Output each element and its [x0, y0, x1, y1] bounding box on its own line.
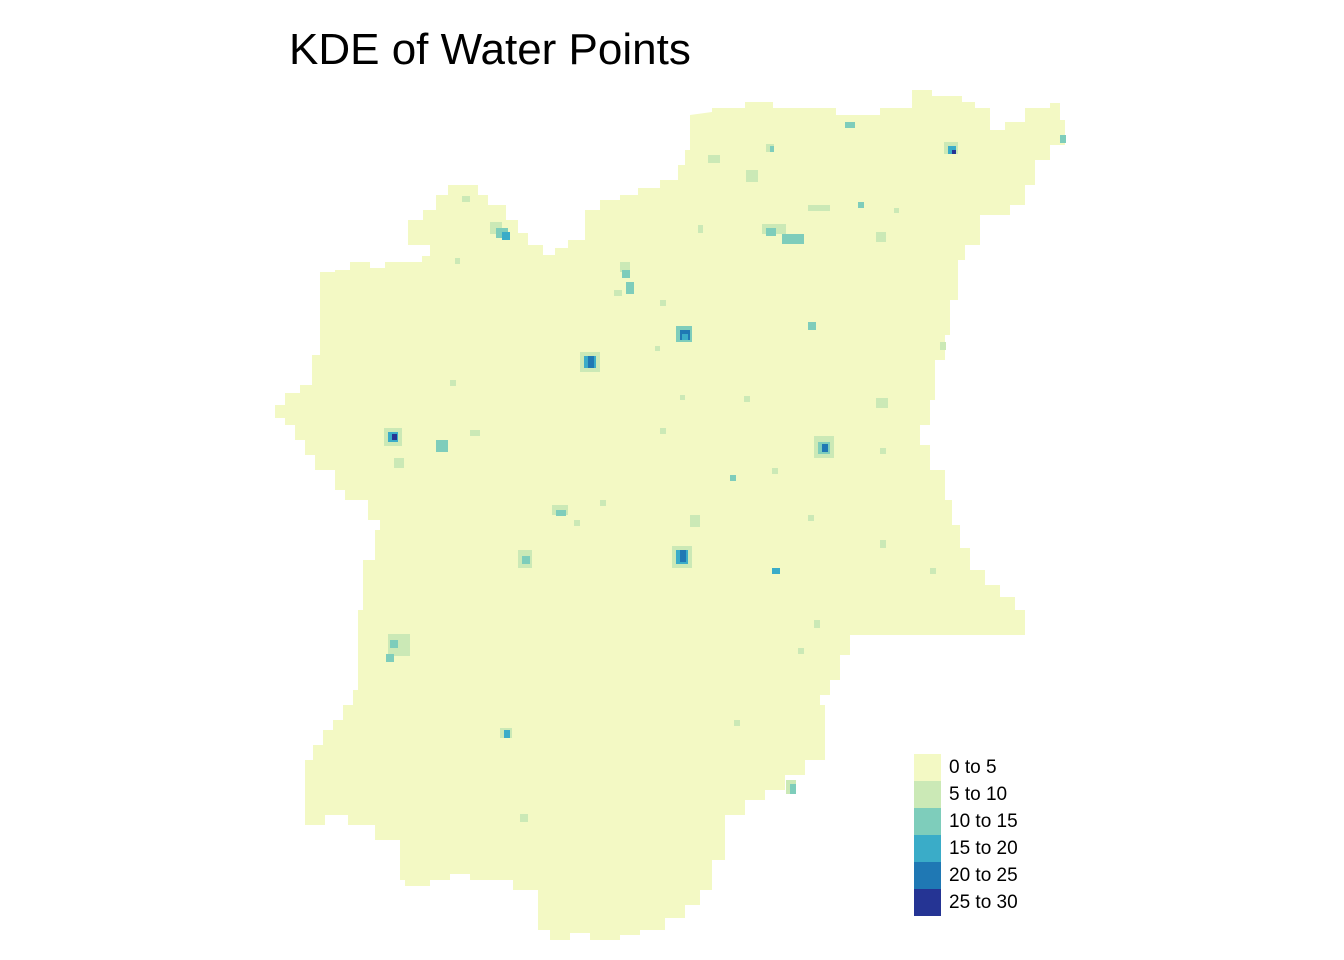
density-cell [845, 122, 855, 128]
legend: 0 to 5 5 to 10 10 to 15 15 to 20 20 to 2… [914, 754, 1018, 916]
legend-label: 25 to 30 [949, 891, 1018, 913]
legend-item: 0 to 5 [914, 754, 1018, 781]
legend-swatch [914, 808, 941, 835]
density-cell [620, 262, 630, 272]
legend-item: 25 to 30 [914, 889, 1018, 916]
legend-label: 15 to 20 [949, 837, 1018, 859]
legend-item: 5 to 10 [914, 781, 1018, 808]
density-cell [772, 568, 780, 574]
density-cell [734, 720, 740, 726]
density-cell [386, 654, 394, 662]
density-cell [682, 334, 688, 340]
density-cell [808, 205, 830, 211]
density-cell [470, 430, 480, 436]
density-cell [808, 515, 814, 521]
density-cell [808, 322, 816, 330]
density-cell [858, 202, 864, 208]
density-cell [876, 398, 888, 408]
density-cell [588, 356, 594, 368]
density-cell [394, 458, 404, 468]
density-cell [690, 515, 700, 527]
density-cell [770, 146, 774, 152]
density-cell [680, 395, 685, 400]
density-cell [894, 208, 899, 213]
legend-swatch [914, 754, 941, 781]
density-cell [520, 814, 528, 822]
density-cell [744, 396, 750, 402]
map-title: KDE of Water Points [289, 25, 691, 74]
density-cell [730, 475, 736, 481]
density-cell [455, 258, 460, 264]
density-cell [814, 620, 820, 628]
density-cell [522, 556, 530, 564]
density-cell [772, 468, 778, 474]
density-cell [880, 540, 886, 548]
density-cell [556, 510, 566, 516]
density-cell [614, 290, 622, 296]
legend-swatch [914, 862, 941, 889]
density-cell [626, 282, 634, 294]
density-cell [1060, 135, 1066, 143]
density-cell [698, 225, 703, 233]
density-cell [798, 648, 804, 654]
density-cell [622, 270, 630, 278]
density-cell [930, 568, 936, 574]
density-cell [782, 234, 804, 244]
density-cell [880, 448, 886, 454]
density-cell [660, 428, 666, 434]
legend-swatch [914, 835, 941, 862]
density-cell [940, 342, 946, 350]
density-cell [790, 784, 796, 794]
legend-label: 0 to 5 [949, 756, 997, 778]
density-cell [504, 730, 510, 738]
density-cell [708, 155, 720, 163]
density-cell [822, 444, 828, 452]
legend-label: 10 to 15 [949, 810, 1018, 832]
density-cell [746, 170, 758, 182]
legend-item: 10 to 15 [914, 808, 1018, 835]
density-cell [600, 500, 606, 506]
density-cell [680, 550, 686, 562]
study-area-region [275, 90, 1065, 940]
legend-item: 20 to 25 [914, 862, 1018, 889]
density-hotspots [384, 122, 1066, 822]
density-cell [655, 346, 660, 351]
density-cell [660, 300, 666, 306]
density-cell [876, 232, 886, 242]
density-cell [574, 520, 580, 526]
density-cell [462, 196, 470, 202]
density-cell [952, 150, 956, 154]
density-cell [388, 634, 410, 656]
density-cell [766, 228, 776, 236]
density-cell [390, 640, 398, 648]
legend-label: 5 to 10 [949, 783, 1008, 805]
legend-swatch [914, 781, 941, 808]
density-cell [450, 380, 456, 386]
legend-swatch [914, 889, 941, 916]
density-cell [392, 434, 397, 440]
legend-item: 15 to 20 [914, 835, 1018, 862]
legend-label: 20 to 25 [949, 864, 1018, 886]
density-cell [502, 232, 510, 240]
density-cell [436, 440, 448, 452]
